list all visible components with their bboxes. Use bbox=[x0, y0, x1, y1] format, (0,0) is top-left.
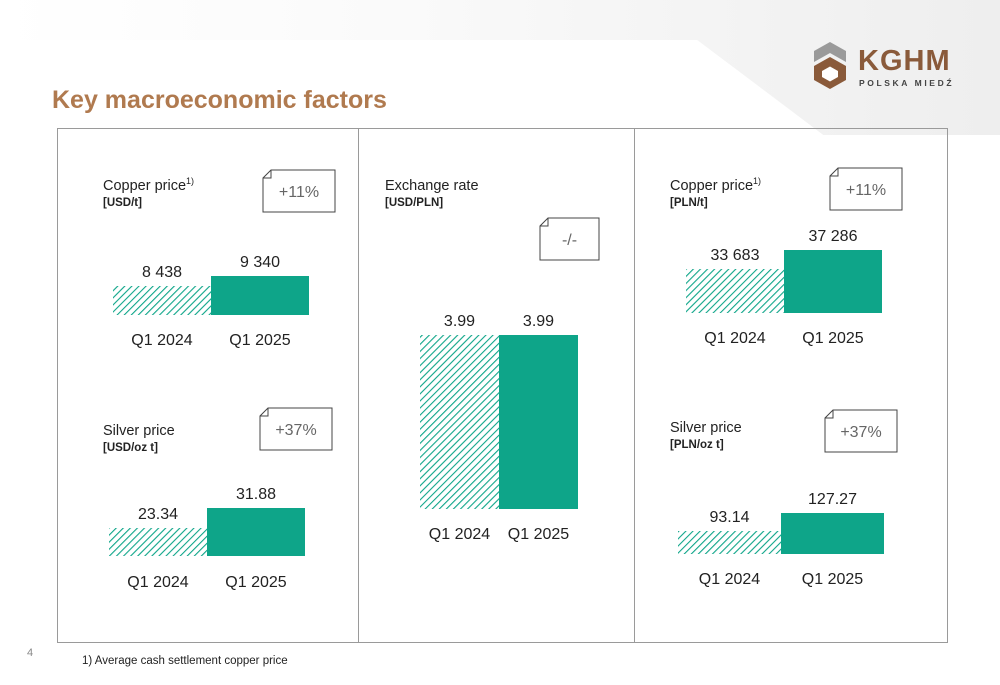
chart-2-value-label-2: 31.88 bbox=[236, 486, 276, 503]
chart-1-change-value: +11% bbox=[279, 184, 319, 201]
chart-1-category-label-1: Q1 2024 bbox=[131, 332, 192, 349]
chart-1-category-label-2: Q1 2025 bbox=[229, 332, 290, 349]
footnote: 1) Average cash settlement copper price bbox=[82, 655, 288, 667]
page-title: Key macroeconomic factors bbox=[52, 86, 387, 114]
chart-2-value-label-1: 23.34 bbox=[138, 506, 178, 523]
chart-1-value-label-2: 9 340 bbox=[240, 254, 280, 271]
chart-3-change-box-fold bbox=[540, 218, 549, 227]
chart-4-change-value: +11% bbox=[846, 182, 886, 199]
chart-3-bar-2 bbox=[499, 335, 578, 509]
chart-3-value-label-1: 3.99 bbox=[444, 313, 475, 330]
panel-divider-1 bbox=[358, 128, 359, 643]
chart-2-bar-2 bbox=[207, 508, 305, 556]
chart-4-unit: [PLN/t] bbox=[670, 197, 708, 209]
chart-2-change-box bbox=[259, 407, 333, 451]
chart-3-category-label-1: Q1 2024 bbox=[429, 526, 490, 543]
chart-1-change-box-fold bbox=[263, 170, 272, 179]
chart-5-bar-2 bbox=[781, 513, 884, 554]
chart-5-bar-1 bbox=[678, 531, 781, 554]
chart-4-category-label-2: Q1 2025 bbox=[802, 330, 863, 347]
chart-3-change-value: -/- bbox=[562, 232, 577, 249]
logo-wordmark: KGHM bbox=[858, 45, 951, 77]
chart-5-unit: [PLN/oz t] bbox=[670, 439, 724, 451]
chart-3-unit: [USD/PLN] bbox=[385, 197, 443, 209]
chart-4-change-box bbox=[829, 167, 903, 211]
logo-subtitle: POLSKA MIEDŹ bbox=[859, 78, 955, 88]
chart-4-category-label-1: Q1 2024 bbox=[704, 330, 765, 347]
chart-5-change-box bbox=[824, 409, 898, 453]
chart-4-bar-1 bbox=[686, 269, 784, 313]
charts-panel bbox=[57, 128, 948, 643]
chart-2-category-label-1: Q1 2024 bbox=[127, 574, 188, 591]
chart-4-title: Copper price1) bbox=[670, 176, 761, 194]
chart-1-unit: [USD/t] bbox=[103, 197, 142, 209]
panel-divider-2 bbox=[634, 128, 635, 643]
chart-1-title: Copper price1) bbox=[103, 176, 194, 194]
chart-5-category-label-2: Q1 2025 bbox=[802, 571, 863, 588]
chart-3-title: Exchange rate bbox=[385, 178, 479, 194]
chart-4-value-label-1: 33 683 bbox=[711, 247, 760, 264]
chart-3-bar-1 bbox=[420, 335, 499, 509]
chart-5-value-label-2: 127.27 bbox=[808, 491, 857, 508]
page-number: 4 bbox=[27, 647, 34, 659]
chart-3-category-label-2: Q1 2025 bbox=[508, 526, 569, 543]
chart-1-bar-1 bbox=[113, 286, 211, 315]
chart-2-title: Silver price bbox=[103, 423, 175, 439]
chart-3-value-label-2: 3.99 bbox=[523, 313, 554, 330]
chart-4-value-label-2: 37 286 bbox=[809, 228, 858, 245]
chart-4-change-box-fold bbox=[830, 168, 839, 177]
chart-5-value-label-1: 93.14 bbox=[709, 509, 749, 526]
chart-5-change-value: +37% bbox=[840, 424, 881, 441]
chart-5-change-box-fold bbox=[825, 410, 834, 419]
chart-2-change-value: +37% bbox=[275, 422, 316, 439]
chart-5-title: Silver price bbox=[670, 420, 742, 436]
chart-1-change-box bbox=[262, 169, 336, 213]
chart-5-category-label-1: Q1 2024 bbox=[699, 571, 760, 588]
chart-2-unit: [USD/oz t] bbox=[103, 442, 158, 454]
chart-3-change-box bbox=[539, 217, 600, 261]
chart-1-bar-2 bbox=[211, 276, 309, 315]
kghm-logo-icon bbox=[814, 42, 846, 89]
chart-2-bar-1 bbox=[109, 528, 207, 556]
chart-1-value-label-1: 8 438 bbox=[142, 264, 182, 281]
chart-4-bar-2 bbox=[784, 250, 882, 313]
chart-2-change-box-fold bbox=[260, 408, 269, 417]
header-white-shape bbox=[0, 40, 830, 140]
chart-2-category-label-2: Q1 2025 bbox=[225, 574, 286, 591]
